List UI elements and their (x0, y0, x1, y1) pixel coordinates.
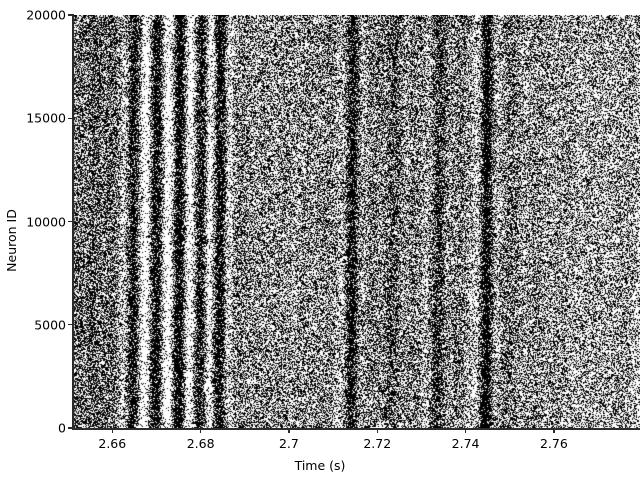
x-axis-label: Time (s) (294, 458, 346, 473)
y-tick-label: 15000 (26, 110, 66, 126)
x-tick-mark (553, 429, 555, 433)
y-axis-label-text: Neuron ID (3, 208, 19, 272)
x-tick-label: 2.74 (451, 436, 480, 451)
y-tick-mark (68, 117, 72, 119)
y-tick-label: 5000 (34, 317, 66, 333)
x-tick-label: 2.68 (186, 436, 215, 451)
y-tick-mark (68, 220, 72, 223)
x-axis-spine (72, 428, 640, 430)
y-tick-label: 20000 (26, 7, 66, 23)
x-tick-mark (464, 429, 467, 433)
y-tick-mark (68, 427, 72, 429)
x-tick-label: 2.7 (278, 436, 299, 451)
x-tick-mark (288, 429, 290, 433)
y-tick-mark (68, 324, 72, 326)
y-tick-label: 0 (58, 420, 66, 436)
y-axis-label: Neuron ID (2, 0, 20, 480)
x-tick-mark (199, 429, 202, 433)
y-tick-label: 10000 (26, 214, 66, 229)
x-tick-mark (111, 429, 113, 433)
plot-area (73, 15, 640, 428)
y-axis-spine (72, 14, 74, 429)
x-tick-label: 2.66 (98, 436, 127, 451)
y-tick-mark (68, 14, 72, 16)
x-tick-label: 2.76 (539, 436, 568, 451)
x-tick-mark (376, 429, 378, 433)
x-tick-label: 2.72 (363, 436, 392, 451)
spike-raster-canvas (73, 15, 640, 428)
